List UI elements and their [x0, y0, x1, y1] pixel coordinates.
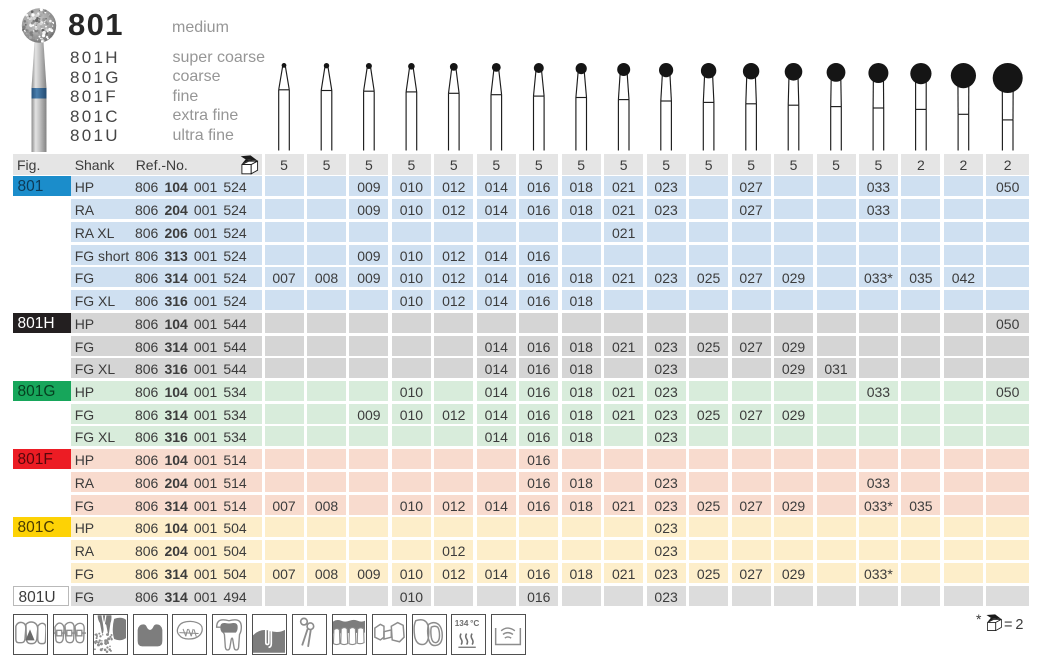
svg-text:134 °C: 134 °C [455, 619, 480, 628]
